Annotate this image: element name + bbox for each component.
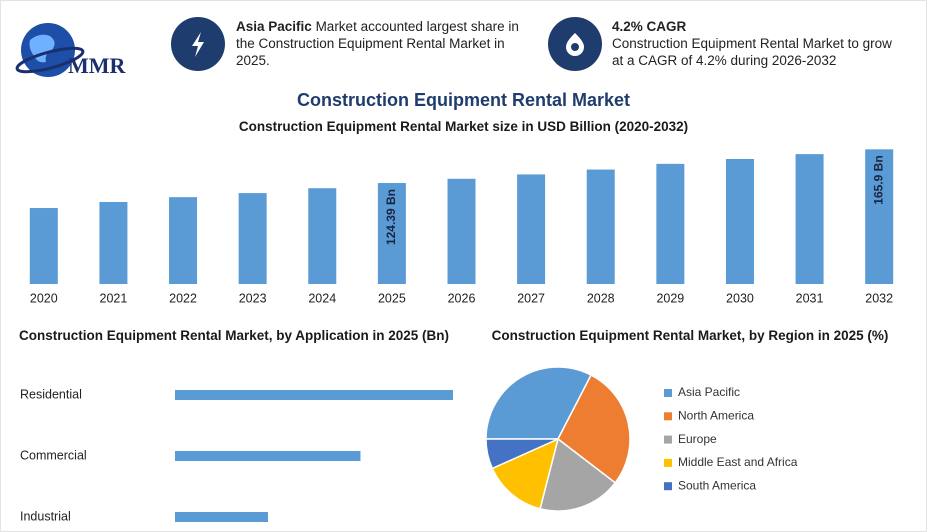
highlight-title: Asia Pacific [236,19,312,34]
bar [656,163,685,284]
bar [169,197,198,284]
value-label: 165.9 Bn [871,155,885,204]
pie-slice [539,437,617,512]
highlight-text: Construction Equipment Rental Market to … [612,36,892,68]
bar [377,183,406,284]
legend-label: North America [678,408,754,422]
bar [447,178,476,284]
x-tick-label: 2029 [656,291,684,305]
highlight: Asia Pacific Market accounted largest sh… [236,18,536,69]
pie-slice [491,437,560,510]
legend-swatch [664,412,672,421]
icon-growth [548,17,602,71]
legend-label: Europe [678,432,717,446]
legend-swatch [664,458,672,467]
x-tick-label: 2027 [517,291,545,305]
legend-swatch [664,482,672,491]
highlight: 4.2% CAGR Construction Equipment Rental M… [612,18,902,69]
legend-swatch [664,389,672,397]
bar [29,208,58,284]
category-label: Commercial [20,448,87,462]
highlight-text: Market accounted largest share in the Co… [236,19,519,68]
highlight-title: 4.2% CAGR [612,19,687,34]
pie-slice [557,374,631,484]
logo-text: MMR [68,53,127,78]
bar [865,149,894,284]
x-tick-label: 2028 [587,291,615,305]
x-tick-label: 2021 [100,291,128,305]
bar [175,390,453,400]
legend-label: Asia Pacific [678,385,740,399]
pie-slice [485,366,593,440]
legend-swatch [664,435,672,444]
logo-globe [15,23,85,77]
category-label: Residential [20,387,82,401]
bar [517,174,546,284]
pie-slice [485,438,559,470]
x-tick-label: 2025 [378,291,406,305]
bar [308,188,337,284]
icon-bolt [171,17,225,71]
bar [99,202,128,284]
bar [238,193,267,284]
x-tick-label: 2032 [865,291,893,305]
x-tick-label: 2030 [726,291,754,305]
bar [725,158,754,284]
x-tick-label: 2024 [308,291,336,305]
x-tick-label: 2031 [796,291,824,305]
value-label: 124.39 Bn [384,189,398,245]
main-title: Construction Equipment Rental Market [296,90,631,110]
legend-label: Middle East and Africa [678,455,798,469]
chart-title: Construction Equipment Rental Market siz… [238,119,689,134]
x-tick-label: 2020 [30,291,58,305]
chart-title: Construction Equipment Rental Market, by… [491,328,889,343]
x-tick-label: 2026 [448,291,476,305]
bar [586,169,615,284]
bar [795,154,824,284]
category-label: Industrial [20,509,71,523]
x-tick-label: 2023 [239,291,267,305]
x-tick-label: 2022 [169,291,197,305]
legend-label: South America [678,478,756,492]
chart-title: Construction Equipment Rental Market, by… [18,328,450,343]
bar [175,451,361,461]
bar [175,512,268,522]
